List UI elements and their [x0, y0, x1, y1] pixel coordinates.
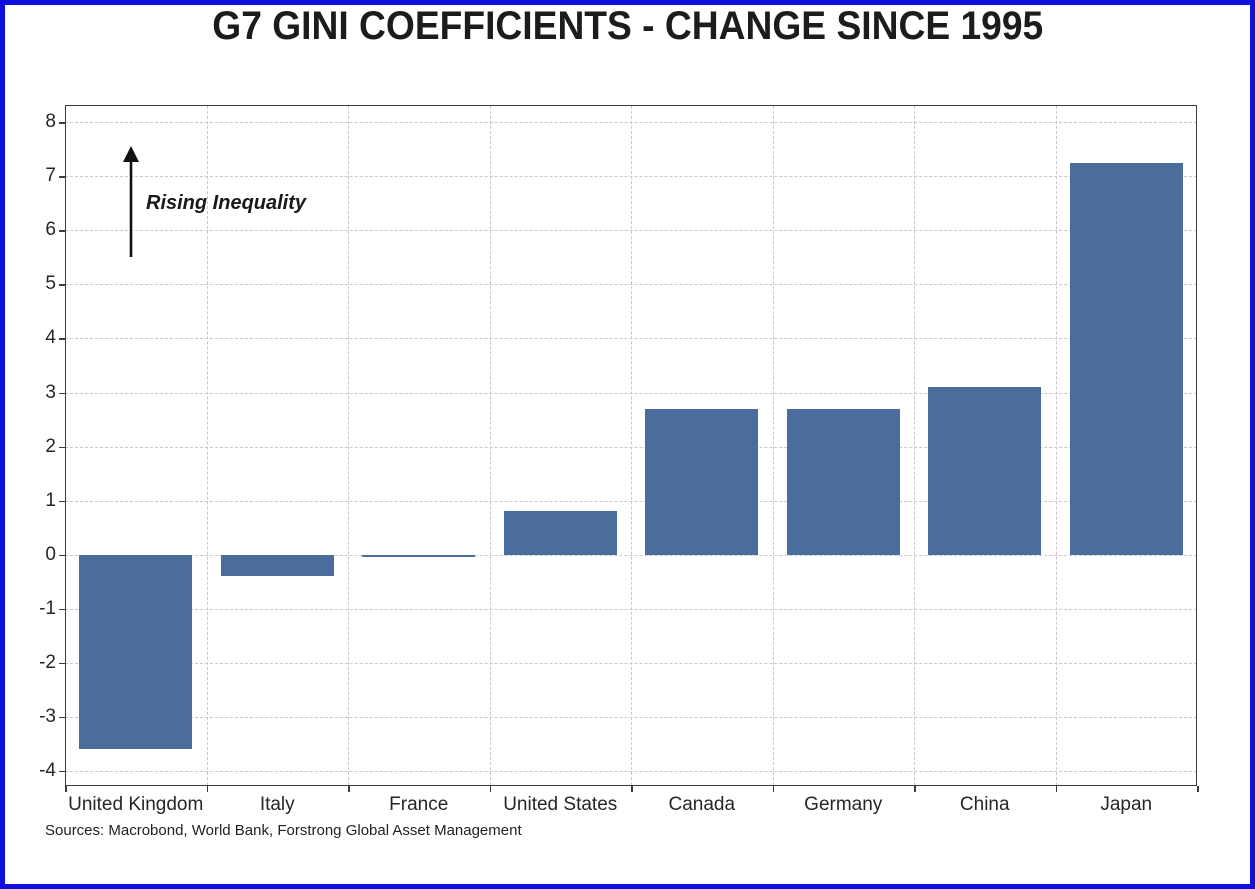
y-axis-tick-mark: [59, 122, 65, 124]
x-axis-tick-mark: [65, 786, 67, 792]
y-axis-tick-label: -4: [39, 759, 56, 781]
x-axis-tick-mark: [631, 786, 633, 792]
y-axis-tick-mark: [59, 176, 65, 178]
y-axis-tick-label: 8: [45, 111, 56, 133]
y-axis-tick-label: -2: [39, 651, 56, 673]
x-axis-tick-mark: [489, 786, 491, 792]
x-axis-category-label: Italy: [259, 794, 295, 815]
x-axis-tick-mark: [772, 786, 774, 792]
x-axis-category-label: China: [959, 794, 1010, 815]
gridline-vertical: [914, 106, 915, 785]
bar-italy: [220, 554, 334, 577]
bar-canada: [645, 408, 759, 555]
y-axis-tick-mark: [59, 284, 65, 286]
source-note: Sources: Macrobond, World Bank, Forstron…: [45, 822, 522, 839]
y-axis-tick-label: 1: [45, 489, 56, 511]
x-axis-tick-mark: [206, 786, 208, 792]
gridline-vertical: [1055, 106, 1057, 785]
gridline-vertical: [348, 106, 349, 785]
y-axis-tick-mark: [59, 662, 65, 665]
y-axis-tick-mark: [59, 716, 65, 719]
y-axis-tick-mark: [59, 500, 65, 503]
x-axis-category-label: United States: [503, 794, 618, 815]
bar-france: [362, 554, 476, 558]
annotation-rising-inequality: Rising Inequality: [146, 192, 307, 214]
gridline-vertical: [206, 106, 208, 785]
bar-united-states: [503, 511, 617, 555]
y-axis-tick-label: -3: [39, 705, 56, 727]
up-arrow-icon: [123, 146, 139, 257]
x-axis-tick-mark: [1197, 786, 1199, 792]
bar-china: [928, 387, 1042, 555]
chart-title-container: G7 GINI COEFFICIENTS - CHANGE SINCE 1995: [0, 0, 1255, 52]
y-axis-tick-mark: [59, 230, 65, 232]
x-axis-category-label: France: [389, 794, 449, 815]
y-axis-tick-label: 3: [45, 381, 56, 403]
x-axis-category-label: Canada: [668, 794, 736, 815]
y-axis-tick-mark: [59, 338, 65, 340]
x-axis-tick-mark: [914, 786, 916, 792]
bar-germany: [786, 408, 900, 555]
gridline-vertical: [489, 106, 491, 785]
y-axis-tick-label: 7: [45, 165, 56, 187]
y-axis-tick-mark: [59, 446, 65, 449]
gridline-vertical: [631, 106, 632, 785]
bar-united-kingdom: [79, 554, 193, 750]
y-axis-tick-label: -1: [39, 597, 56, 619]
y-axis-tick-label: 2: [45, 435, 56, 457]
x-axis-category-label: Japan: [1100, 794, 1153, 815]
gridline-vertical: [772, 106, 774, 785]
y-axis-tick-mark: [59, 770, 65, 773]
y-axis-tick-mark: [59, 392, 65, 395]
x-axis-category-label: Germany: [804, 794, 883, 815]
bar-japan: [1069, 162, 1183, 555]
x-axis-tick-mark: [1055, 786, 1057, 792]
x-axis-category-label: United Kingdom: [68, 794, 204, 815]
y-axis-tick-mark: [59, 554, 65, 557]
chart-title: G7 GINI COEFFICIENTS - CHANGE SINCE 1995: [212, 3, 1043, 48]
y-axis-tick-label: 4: [45, 327, 56, 349]
y-axis-tick-label: 0: [45, 543, 56, 565]
y-axis-tick-label: 6: [45, 219, 56, 241]
y-axis-tick-mark: [59, 608, 65, 611]
x-axis-tick-mark: [348, 786, 350, 792]
y-axis-tick-label: 5: [45, 273, 56, 295]
